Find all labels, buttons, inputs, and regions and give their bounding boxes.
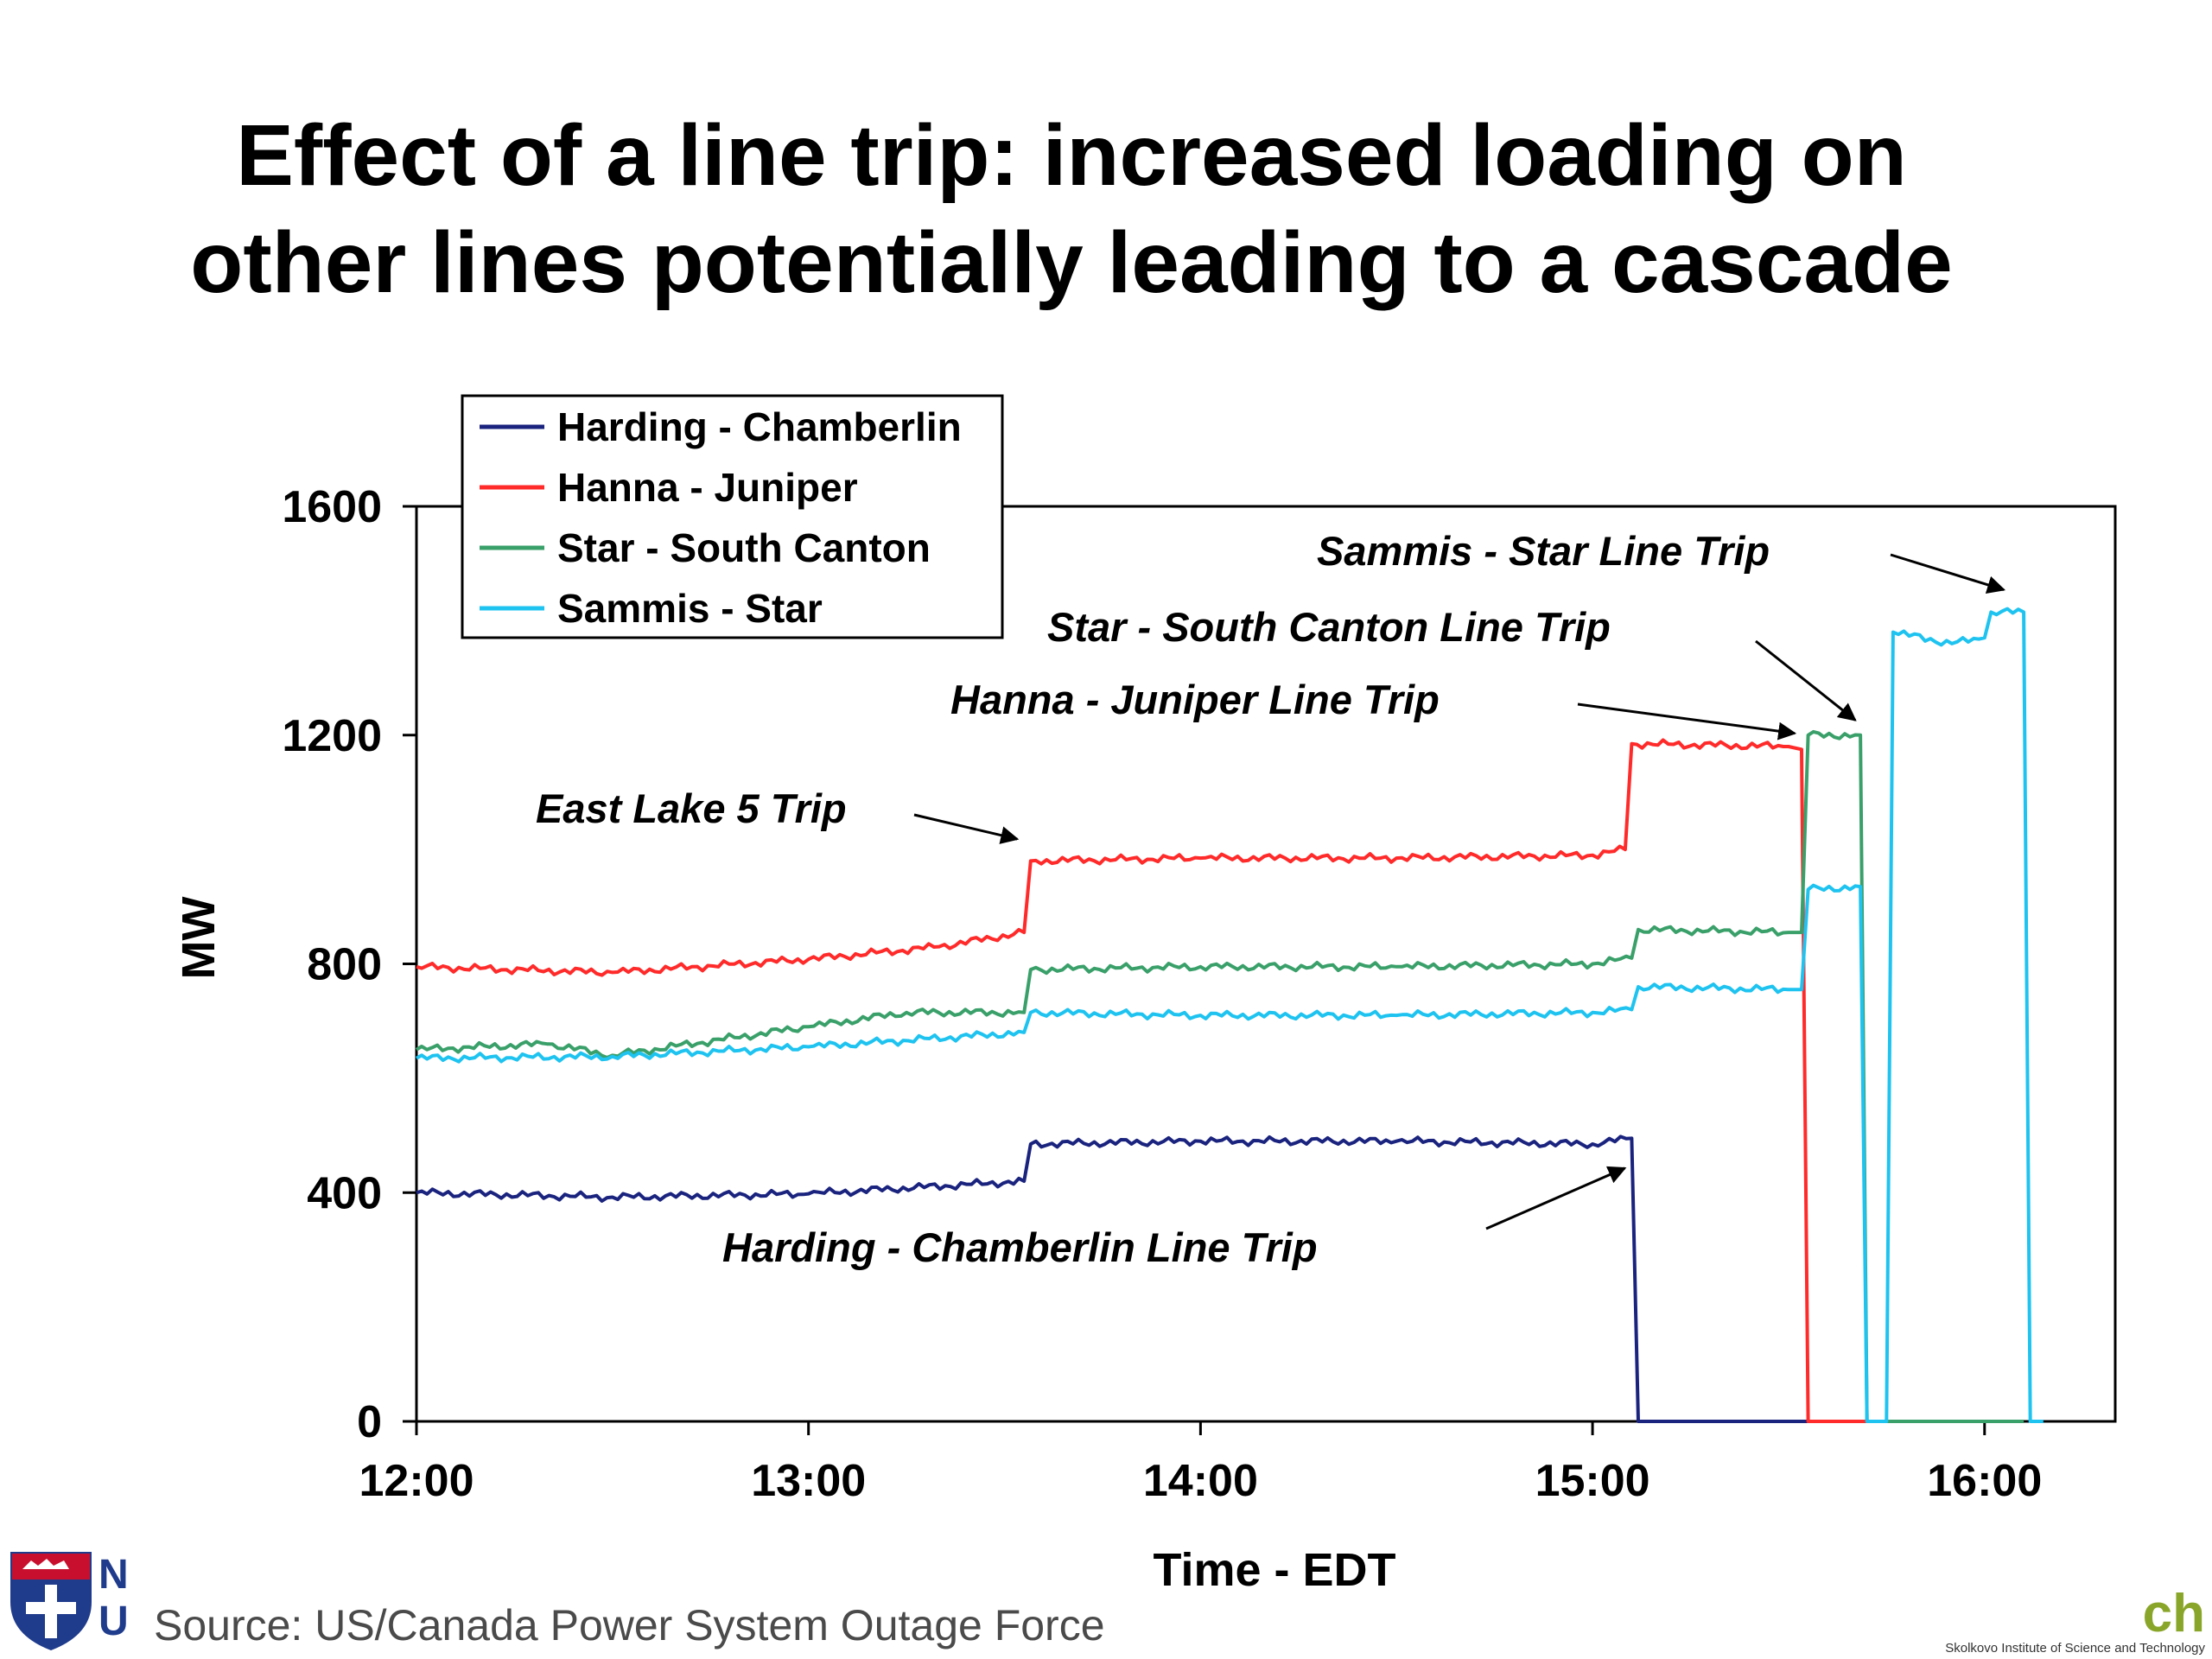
annotation-label: East Lake 5 Trip [536,785,847,831]
x-tick-label: 14:00 [1143,1456,1258,1506]
svg-text:U: U [99,1599,129,1644]
y-tick-label: 1200 [282,711,382,761]
skoltech-wordmark: ch [2142,1584,2205,1643]
annotation-arrow [1485,1166,1627,1230]
annotation-arrow [913,813,1020,844]
legend-box [461,394,1004,639]
annotation-arrow [1890,553,2006,594]
y-axis-label: MW [173,896,225,979]
slide-title: Effect of a line trip: increased loading… [0,102,2143,316]
x-tick-label: 15:00 [1535,1456,1650,1506]
legend-label: Hanna - Juniper [557,465,858,510]
series-line-harding-chamberlin [416,1135,2024,1423]
series-line-sammis-star [416,607,2044,1423]
skoltech-tagline: Skolkovo Institute of Science and Techno… [1945,1641,2205,1656]
y-tick-label: 0 [357,1397,382,1447]
annotation-arrow [1755,639,1857,721]
source-caption: Source: US/Canada Power System Outage Fo… [154,1601,1105,1649]
legend-label: Star - South Canton [557,525,931,570]
legend-label: Sammis - Star [557,586,823,631]
annotation: Sammis - Star Line Trip [1317,528,2006,594]
university-crest-logo: N U [7,1548,137,1652]
series-line-hanna-juniper [416,738,1867,1423]
series-line-star-south-canton [415,729,2024,1423]
annotation: Harding - Chamberlin Line Trip [722,1166,1627,1270]
legend-label: Harding - Chamberlin [557,404,962,449]
x-tick-label: 12:00 [359,1456,474,1506]
svg-text:N: N [99,1552,129,1598]
annotation: Star - South Canton Line Trip [1047,604,1857,721]
title-line-1: Effect of a line trip: increased loading… [236,107,1907,204]
annotation-label: Star - South Canton Line Trip [1047,604,1611,650]
x-tick-label: 16:00 [1927,1456,2042,1506]
y-tick-label: 800 [307,940,382,990]
annotation-label: Harding - Chamberlin Line Trip [722,1224,1318,1270]
annotation: Hanna - Juniper Line Trip [950,677,1797,741]
skoltech-logo: ch Skolkovo Institute of Science and Tec… [1945,1583,2205,1659]
chart-legend: Harding - Chamberlin Hanna - Juniper Star … [461,394,1004,639]
annotation: East Lake 5 Trip [536,785,1020,844]
y-tick-label: 1600 [282,482,382,532]
title-line-2: other lines potentially leading to a cas… [190,214,1953,311]
x-tick-label: 13:00 [751,1456,866,1506]
annotation-arrow [1577,702,1797,741]
y-tick-label: 400 [307,1168,382,1218]
x-axis-label: Time - EDT [1153,1544,1395,1596]
annotation-label: Sammis - Star Line Trip [1317,528,1770,574]
annotation-label: Hanna - Juniper Line Trip [950,677,1440,722]
